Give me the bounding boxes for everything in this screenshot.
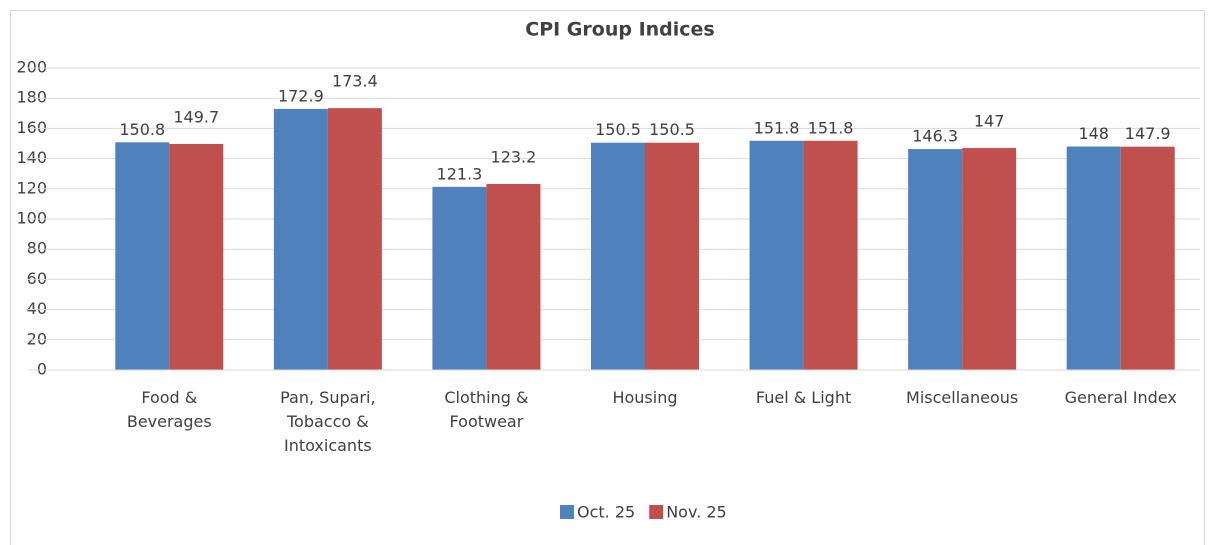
x-tick-label: Pan, Supari, Tobacco & Intoxicants bbox=[280, 388, 376, 455]
y-tick-label: 80 bbox=[27, 239, 47, 258]
value-label: 121.3 bbox=[437, 164, 483, 183]
chart-frame bbox=[10, 10, 1205, 545]
x-tick-label: Miscellaneous bbox=[906, 388, 1019, 407]
value-label: 149.7 bbox=[173, 107, 219, 126]
value-label: 150.8 bbox=[119, 120, 165, 139]
value-label: 172.9 bbox=[278, 86, 324, 105]
bar bbox=[432, 186, 487, 370]
y-tick-label: 120 bbox=[16, 178, 47, 197]
value-label: 147.9 bbox=[1125, 124, 1171, 143]
bar bbox=[591, 142, 645, 370]
y-tick-label: 0 bbox=[37, 360, 47, 379]
y-tick-label: 200 bbox=[16, 58, 47, 77]
value-label: 173.4 bbox=[332, 72, 378, 91]
y-tick-label: 100 bbox=[16, 209, 47, 228]
bar bbox=[169, 143, 224, 370]
bar bbox=[273, 108, 328, 371]
legend-label: Nov. 25 bbox=[666, 503, 727, 522]
bar bbox=[962, 148, 1017, 370]
y-tick-label: 180 bbox=[16, 88, 47, 107]
x-tick-label: General Index bbox=[1064, 388, 1177, 407]
value-label: 151.8 bbox=[808, 118, 854, 137]
value-label: 150.5 bbox=[595, 120, 641, 139]
value-label: 147 bbox=[974, 112, 1005, 131]
chart-title: CPI Group Indices bbox=[525, 19, 714, 41]
value-label: 151.8 bbox=[754, 118, 800, 137]
value-label: 148 bbox=[1078, 124, 1109, 143]
x-tick-label: Clothing & Footwear bbox=[444, 388, 529, 431]
legend-swatch bbox=[560, 505, 574, 519]
bar bbox=[1066, 146, 1121, 370]
value-label: 146.3 bbox=[912, 127, 958, 146]
bar bbox=[749, 140, 804, 370]
bar bbox=[908, 149, 963, 370]
bar bbox=[115, 142, 170, 370]
value-label: 150.5 bbox=[649, 120, 695, 139]
value-label: 123.2 bbox=[491, 147, 537, 166]
y-tick-label: 140 bbox=[16, 148, 47, 167]
bar bbox=[327, 108, 382, 370]
bar bbox=[645, 142, 699, 370]
x-tick-label: Food & Beverages bbox=[126, 388, 212, 431]
x-tick-label: Fuel & Light bbox=[755, 388, 852, 407]
y-tick-label: 40 bbox=[27, 299, 47, 318]
bar bbox=[803, 140, 858, 370]
legend-swatch bbox=[649, 505, 664, 519]
legend-label: Oct. 25 bbox=[577, 503, 635, 522]
y-tick-label: 160 bbox=[16, 118, 47, 137]
y-tick-label: 20 bbox=[27, 329, 47, 348]
bar bbox=[1120, 146, 1175, 370]
bar bbox=[486, 183, 541, 370]
x-tick-label: Housing bbox=[612, 388, 678, 407]
y-tick-label: 60 bbox=[27, 269, 47, 288]
